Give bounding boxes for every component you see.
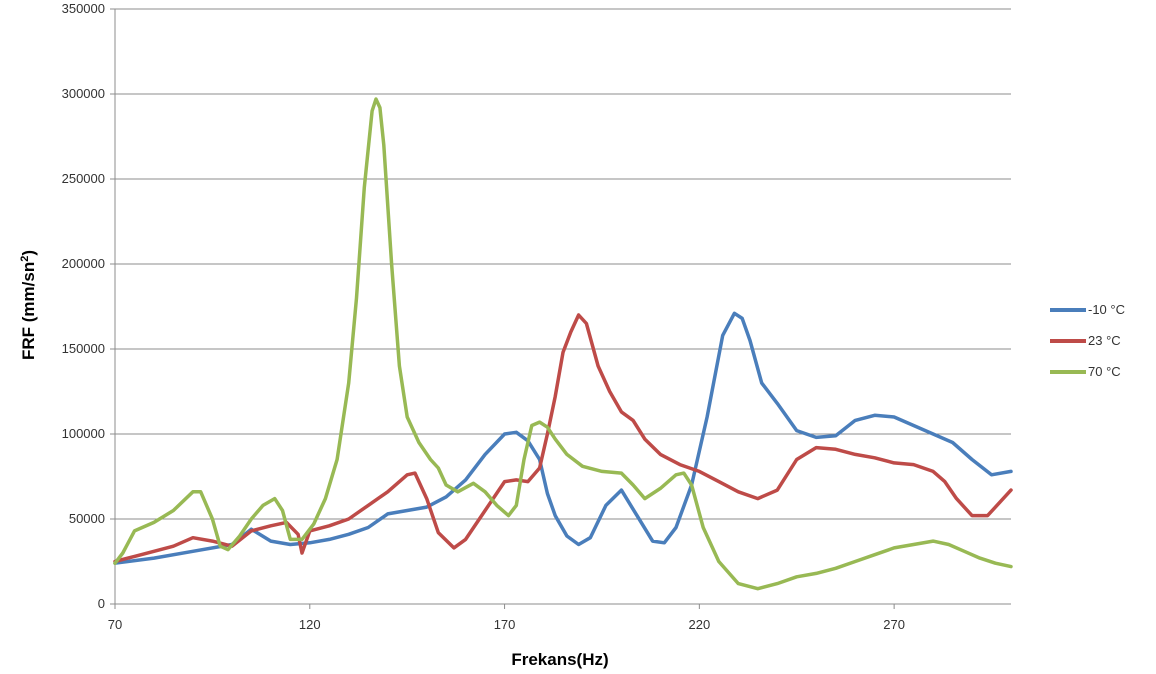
y-axis-title-main: FRF (mm/sn bbox=[19, 262, 38, 360]
series-line-1 bbox=[113, 313, 1013, 564]
y-tick-label: 300000 bbox=[62, 86, 105, 101]
y-tick-label: 50000 bbox=[69, 511, 105, 526]
y-axis-title-close: ) bbox=[19, 250, 38, 256]
y-tick-label: 150000 bbox=[62, 341, 105, 356]
y-tick-labels: 0 50000 100000 150000 200000 250000 300000 3500… bbox=[62, 1, 105, 611]
legend-label-1: 23 °C bbox=[1088, 333, 1121, 348]
y-axis-title: FRF (mm/sn2) bbox=[19, 250, 38, 360]
y-tick-label: 0 bbox=[98, 596, 105, 611]
axes bbox=[110, 8, 1011, 609]
x-axis-title: Frekans(Hz) bbox=[511, 650, 608, 669]
y-tick-label: 350000 bbox=[62, 1, 105, 16]
y-tick-label: 250000 bbox=[62, 171, 105, 186]
y-tick-label: 100000 bbox=[62, 426, 105, 441]
series-lines bbox=[113, 97, 1013, 591]
y-tick-label: 200000 bbox=[62, 256, 105, 271]
legend: -10 °C 23 °C 70 °C bbox=[1050, 302, 1125, 379]
series-line-0 bbox=[113, 311, 1013, 565]
x-tick-label: 170 bbox=[494, 617, 516, 632]
x-tick-label: 70 bbox=[108, 617, 122, 632]
x-tick-labels: 70 120 170 220 270 bbox=[108, 617, 905, 632]
series-line-2 bbox=[113, 97, 1013, 591]
x-tick-label: 220 bbox=[688, 617, 710, 632]
legend-label-0: -10 °C bbox=[1088, 302, 1125, 317]
x-tick-label: 120 bbox=[299, 617, 321, 632]
y-axis-title-superscript: 2 bbox=[19, 256, 31, 262]
x-tick-label: 270 bbox=[883, 617, 905, 632]
gridlines bbox=[115, 8, 1011, 520]
legend-label-2: 70 °C bbox=[1088, 364, 1121, 379]
